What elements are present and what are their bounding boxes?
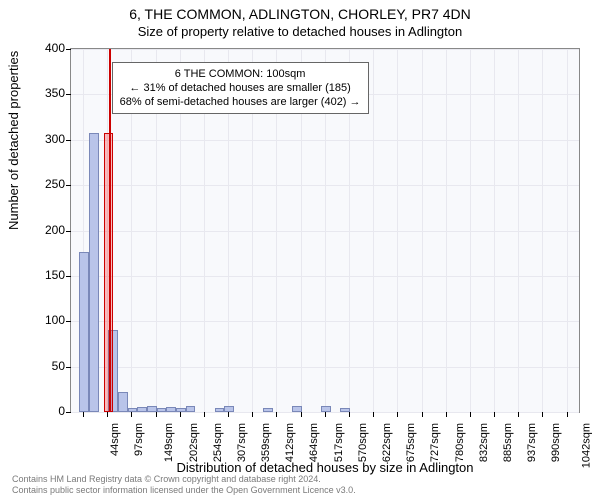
annotation-line3: 68% of semi-detached houses are larger (…	[120, 95, 361, 109]
xtick-mark	[131, 412, 132, 417]
histogram-bar	[321, 406, 331, 412]
ytick-mark	[66, 412, 71, 413]
xtick-label: 832sqm	[478, 423, 490, 462]
xtick-mark	[494, 412, 495, 417]
xtick-mark	[349, 412, 350, 417]
histogram-bar	[118, 392, 128, 412]
histogram-bar	[263, 408, 273, 412]
ytick-label: 200	[25, 223, 65, 237]
xtick-label: 464sqm	[308, 423, 320, 462]
xtick-mark	[228, 412, 229, 417]
chart-container: 6, THE COMMON, ADLINGTON, CHORLEY, PR7 4…	[0, 0, 600, 500]
xtick-label: 1042sqm	[580, 423, 592, 468]
y-axis-label: Number of detached properties	[6, 51, 21, 230]
xtick-label: 149sqm	[163, 423, 175, 462]
xtick-label: 885sqm	[502, 423, 514, 462]
xtick-label: 44sqm	[109, 423, 121, 456]
xtick-mark	[204, 412, 205, 417]
xtick-label: 307sqm	[236, 423, 248, 462]
highlight-line	[109, 49, 111, 412]
xtick-label: 727sqm	[429, 423, 441, 462]
gridline-v	[494, 49, 495, 412]
xtick-mark	[518, 412, 519, 417]
ytick-label: 50	[25, 359, 65, 373]
ytick-mark	[66, 94, 71, 95]
ytick-mark	[66, 276, 71, 277]
xtick-mark	[83, 412, 84, 417]
xtick-label: 202sqm	[188, 423, 200, 462]
xtick-label: 359sqm	[260, 423, 272, 462]
gridline-v	[446, 49, 447, 412]
xtick-mark	[276, 412, 277, 417]
xtick-mark	[156, 412, 157, 417]
histogram-bar	[137, 407, 147, 412]
xtick-label: 97sqm	[133, 423, 145, 456]
histogram-bar	[215, 408, 225, 412]
xtick-label: 990sqm	[550, 423, 562, 462]
xtick-label: 937sqm	[526, 423, 538, 462]
ytick-label: 350	[25, 86, 65, 100]
xtick-mark	[301, 412, 302, 417]
xtick-mark	[422, 412, 423, 417]
xtick-mark	[373, 412, 374, 417]
histogram-bar	[79, 252, 89, 412]
gridline-v	[373, 49, 374, 412]
histogram-bar	[340, 408, 350, 412]
xtick-mark	[107, 412, 108, 417]
xtick-label: 622sqm	[381, 423, 393, 462]
annotation-line1: 6 THE COMMON: 100sqm	[120, 67, 361, 81]
histogram-bar	[166, 407, 176, 412]
annotation-line2: ← 31% of detached houses are smaller (18…	[120, 81, 361, 95]
gridline-v	[422, 49, 423, 412]
xtick-label: 675sqm	[405, 423, 417, 462]
gridline-v	[518, 49, 519, 412]
ytick-label: 100	[25, 313, 65, 327]
xtick-mark	[180, 412, 181, 417]
histogram-bar	[224, 406, 234, 412]
footer-line1: Contains HM Land Registry data © Crown c…	[12, 474, 356, 485]
ytick-mark	[66, 231, 71, 232]
ytick-mark	[66, 367, 71, 368]
ytick-label: 150	[25, 268, 65, 282]
ytick-mark	[66, 49, 71, 50]
gridline-v	[542, 49, 543, 412]
histogram-bar	[292, 406, 302, 412]
ytick-mark	[66, 185, 71, 186]
xtick-mark	[252, 412, 253, 417]
chart-title-line1: 6, THE COMMON, ADLINGTON, CHORLEY, PR7 4…	[0, 6, 600, 22]
ytick-mark	[66, 321, 71, 322]
histogram-bar	[147, 406, 157, 412]
xtick-label: 517sqm	[333, 423, 345, 462]
xtick-mark	[567, 412, 568, 417]
histogram-bar	[157, 408, 167, 412]
xtick-label: 412sqm	[284, 423, 296, 462]
histogram-bar	[176, 408, 186, 412]
chart-title-line2: Size of property relative to detached ho…	[0, 24, 600, 39]
gridline-v	[397, 49, 398, 412]
histogram-bar	[128, 408, 138, 412]
plot-area: 6 THE COMMON: 100sqm← 31% of detached ho…	[70, 48, 580, 413]
xtick-mark	[325, 412, 326, 417]
gridline-v	[567, 49, 568, 412]
xtick-mark	[470, 412, 471, 417]
ytick-mark	[66, 140, 71, 141]
ytick-label: 400	[25, 41, 65, 55]
xtick-label: 570sqm	[357, 423, 369, 462]
histogram-bar	[186, 406, 196, 412]
ytick-label: 250	[25, 177, 65, 191]
ytick-label: 300	[25, 132, 65, 146]
footer-attribution: Contains HM Land Registry data © Crown c…	[12, 474, 356, 496]
xtick-mark	[446, 412, 447, 417]
annotation-box: 6 THE COMMON: 100sqm← 31% of detached ho…	[112, 62, 369, 114]
ytick-label: 0	[25, 404, 65, 418]
xtick-mark	[397, 412, 398, 417]
histogram-bar	[89, 133, 99, 412]
xtick-label: 780sqm	[454, 423, 466, 462]
gridline-v	[470, 49, 471, 412]
xtick-mark	[542, 412, 543, 417]
footer-line2: Contains public sector information licen…	[12, 485, 356, 496]
x-axis-label: Distribution of detached houses by size …	[70, 460, 580, 475]
xtick-label: 254sqm	[212, 423, 224, 462]
